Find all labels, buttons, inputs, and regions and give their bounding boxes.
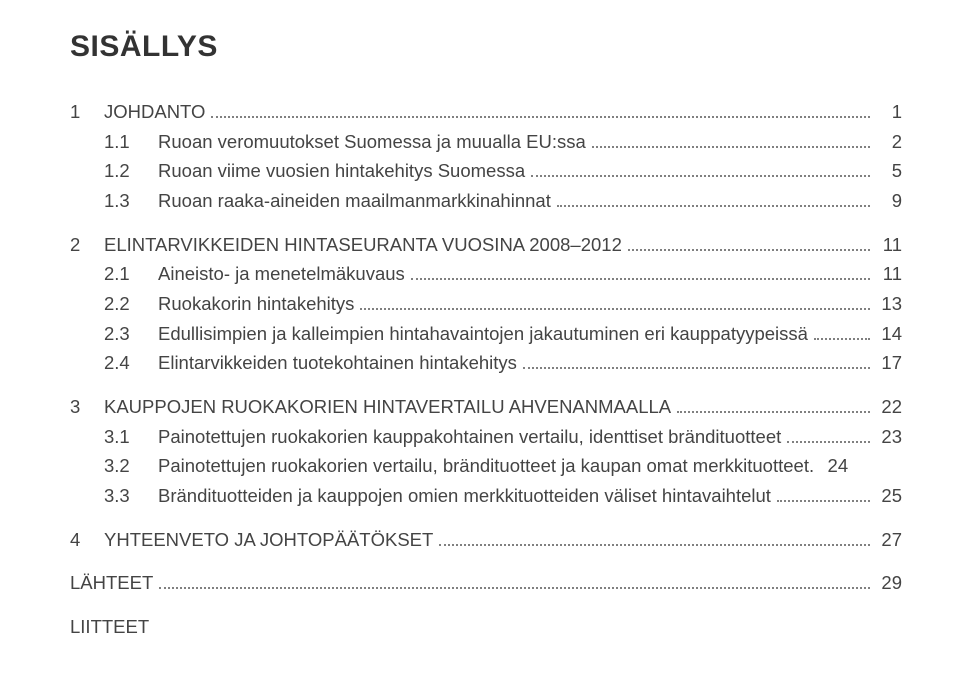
toc-sub-2-4: 2.4 Elintarvikkeiden tuotekohtainen hint…: [70, 349, 902, 378]
toc-label: Painotettujen ruokakorien kauppakohtaine…: [158, 423, 781, 452]
toc-leader: [159, 571, 870, 590]
toc-sub-3-2: 3.2 Painotettujen ruokakorien vertailu, …: [70, 452, 902, 481]
toc-page: 11: [874, 231, 902, 260]
toc-label: Painotettujen ruokakorien vertailu, brän…: [158, 452, 814, 481]
toc-page: 2: [874, 128, 902, 157]
toc-num: 2.3: [104, 320, 158, 349]
toc-page: 23: [874, 423, 902, 452]
toc-label: LIITTEET: [70, 613, 149, 642]
toc-label: Ruoan raaka-aineiden maailmanmarkkinahin…: [158, 187, 551, 216]
toc-num: 2: [70, 231, 104, 260]
toc-num: 1: [70, 98, 104, 127]
toc-num: 2.4: [104, 349, 158, 378]
toc-page: 1: [874, 98, 902, 127]
toc-page: 25: [874, 482, 902, 511]
toc-page: 29: [874, 569, 902, 598]
toc-section-4: 4 YHTEENVETO JA JOHTOPÄÄTÖKSET 27: [70, 526, 902, 555]
toc-leader: [411, 262, 870, 281]
toc-num: 2.2: [104, 290, 158, 319]
toc-leader: [677, 394, 870, 413]
toc-leader: [777, 483, 870, 502]
toc-section-3: 3 KAUPPOJEN RUOKAKORIEN HINTAVERTAILU AH…: [70, 393, 902, 422]
page: SISÄLLYS 1 JOHDANTO 1 1.1 Ruoan veromuut…: [0, 0, 960, 663]
toc-leader: [787, 424, 870, 443]
toc-leader: [439, 527, 870, 546]
toc-num: 1.3: [104, 187, 158, 216]
gap: [70, 555, 902, 569]
toc-section-1: 1 JOHDANTO 1: [70, 98, 902, 127]
toc-sub-2-1: 2.1 Aineisto- ja menetelmäkuvaus 11: [70, 260, 902, 289]
toc-appendix: LIITTEET: [70, 613, 902, 642]
toc-label: Edullisimpien ja kalleimpien hintahavain…: [158, 320, 808, 349]
gap: [70, 379, 902, 393]
toc-label: JOHDANTO: [104, 98, 205, 127]
toc-page: 22: [874, 393, 902, 422]
toc-num: 2.1: [104, 260, 158, 289]
toc-leader: [523, 351, 870, 370]
toc-num: 3: [70, 393, 104, 422]
toc-sub-3-3: 3.3 Brändituotteiden ja kauppojen omien …: [70, 482, 902, 511]
gap: [70, 512, 902, 526]
toc-num: 4: [70, 526, 104, 555]
gap: [70, 599, 902, 613]
toc-label: LÄHTEET: [70, 569, 153, 598]
toc-sub-2-2: 2.2 Ruokakorin hintakehitys 13: [70, 290, 902, 319]
toc-num: 3.3: [104, 482, 158, 511]
toc-label: YHTEENVETO JA JOHTOPÄÄTÖKSET: [104, 526, 433, 555]
toc-label: Ruokakorin hintakehitys: [158, 290, 354, 319]
toc-page: 13: [874, 290, 902, 319]
toc-sub-1-1: 1.1 Ruoan veromuutokset Suomessa ja muua…: [70, 128, 902, 157]
toc-leader: [814, 321, 870, 340]
toc-label: ELINTARVIKKEIDEN HINTASEURANTA VUOSINA 2…: [104, 231, 622, 260]
toc-label: Ruoan veromuutokset Suomessa ja muualla …: [158, 128, 586, 157]
toc-num: 3.1: [104, 423, 158, 452]
toc-leader: [211, 99, 870, 118]
toc-page: 27: [874, 526, 902, 555]
toc-page: 9: [874, 187, 902, 216]
toc-leader: [592, 129, 870, 148]
toc-label: Brändituotteiden ja kauppojen omien merk…: [158, 482, 771, 511]
toc-leader: [531, 159, 870, 178]
toc-leader: [557, 188, 870, 207]
toc-sub-1-3: 1.3 Ruoan raaka-aineiden maailmanmarkkin…: [70, 187, 902, 216]
toc-sub-1-2: 1.2 Ruoan viime vuosien hintakehitys Suo…: [70, 157, 902, 186]
toc-page: 5: [874, 157, 902, 186]
toc-references: LÄHTEET 29: [70, 569, 902, 598]
table-of-contents: 1 JOHDANTO 1 1.1 Ruoan veromuutokset Suo…: [70, 98, 902, 642]
toc-page: 14: [874, 320, 902, 349]
toc-num: 1.1: [104, 128, 158, 157]
toc-num: 3.2: [104, 452, 158, 481]
toc-leader: [360, 291, 870, 310]
toc-section-2: 2 ELINTARVIKKEIDEN HINTASEURANTA VUOSINA…: [70, 231, 902, 260]
toc-page: 17: [874, 349, 902, 378]
gap: [70, 217, 902, 231]
page-title: SISÄLLYS: [70, 30, 902, 64]
toc-sub-2-3: 2.3 Edullisimpien ja kalleimpien hintaha…: [70, 320, 902, 349]
toc-label: Elintarvikkeiden tuotekohtainen hintakeh…: [158, 349, 517, 378]
toc-sub-3-1: 3.1 Painotettujen ruokakorien kauppakoht…: [70, 423, 902, 452]
toc-leader: [628, 232, 870, 251]
toc-page: 24: [820, 452, 848, 481]
toc-label: Aineisto- ja menetelmäkuvaus: [158, 260, 405, 289]
toc-num: 1.2: [104, 157, 158, 186]
toc-page: 11: [874, 260, 902, 289]
toc-label: Ruoan viime vuosien hintakehitys Suomess…: [158, 157, 525, 186]
toc-label: KAUPPOJEN RUOKAKORIEN HINTAVERTAILU AHVE…: [104, 393, 671, 422]
